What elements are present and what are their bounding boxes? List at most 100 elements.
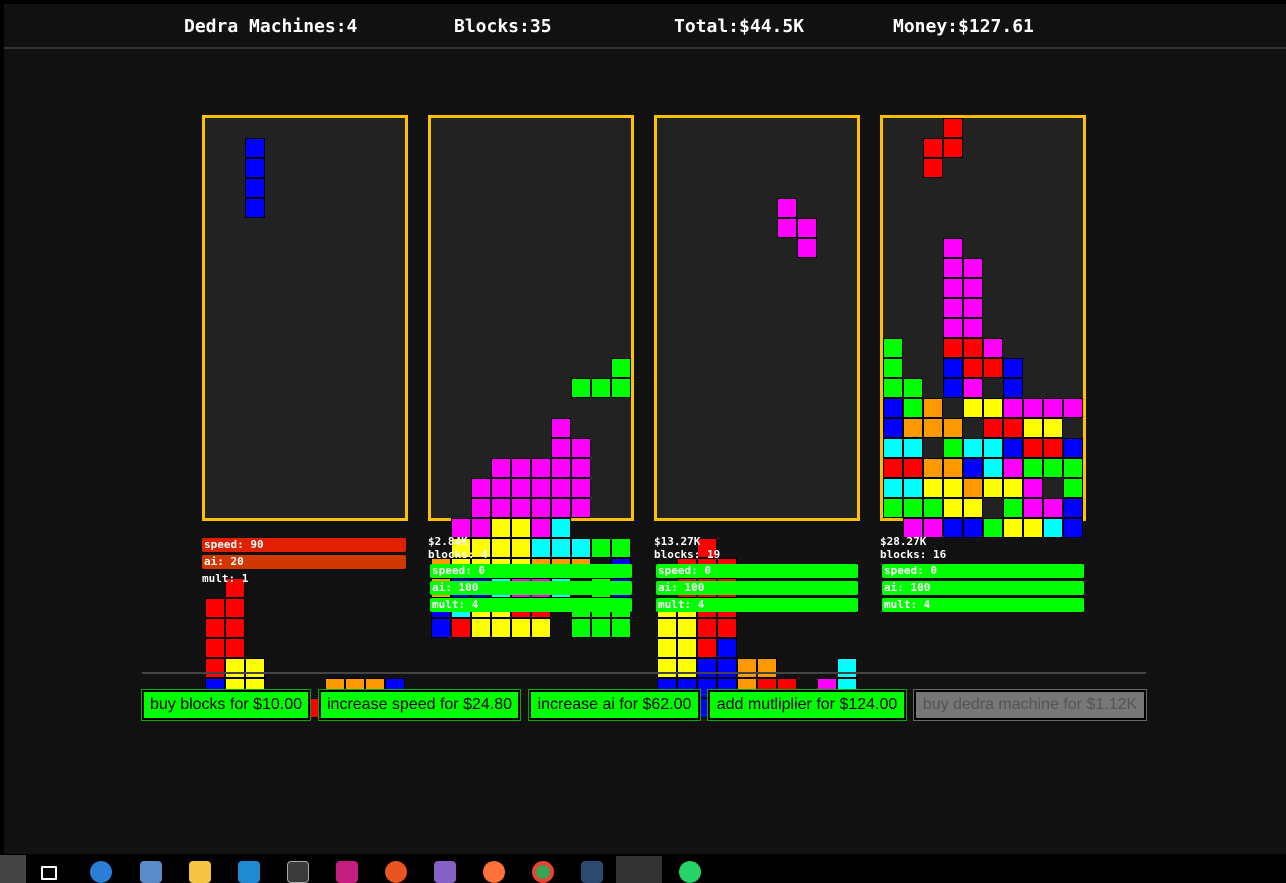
block-cell [903,438,923,458]
block-cell [571,618,591,638]
block-cell [511,458,531,478]
block-cell [903,398,923,418]
block-cell [943,418,963,438]
start-icon[interactable] [0,855,26,883]
ubuntu-icon[interactable] [385,861,407,883]
block-cell [983,438,1003,458]
increase-ai-button[interactable]: increase ai for $62.00 [528,689,701,721]
block-cell [1003,458,1023,478]
block-cell [531,618,551,638]
money-balance: Money:$127.61 [893,16,1034,37]
firefox-icon[interactable] [483,861,505,883]
block-cell [591,378,611,398]
block-cell [963,518,983,538]
block-cell [963,318,983,338]
speed-bar: speed: 90 [202,538,406,552]
block-cell [551,418,571,438]
block-cell [1043,418,1063,438]
speed-bar: speed: 0 [882,564,1084,578]
block-cell [777,218,797,238]
block-cell [1063,478,1083,498]
block-cell [1043,498,1063,518]
block-cell [677,618,697,638]
app-icon-2[interactable] [140,861,162,883]
block-cell [963,258,983,278]
block-cell [983,358,1003,378]
speed-bar: speed: 0 [656,564,858,578]
block-cell [963,378,983,398]
block-cell [511,498,531,518]
block-cell [1023,398,1043,418]
task-view-icon[interactable] [41,866,57,880]
block-cell [471,618,491,638]
block-cell [983,478,1003,498]
block-cell [511,478,531,498]
block-cell [657,658,677,678]
block-cell [591,538,611,558]
block-cell [571,378,591,398]
chrome-icon[interactable] [532,861,554,883]
taskbar [0,854,1286,883]
block-cell [923,478,943,498]
block-cell [963,458,983,478]
block-cell [903,498,923,518]
block-cell [551,438,571,458]
block-cell [943,258,963,278]
block-cell [551,518,571,538]
visual-studio-icon[interactable] [434,861,456,883]
block-cell [1023,458,1043,478]
app2-icon[interactable] [581,861,603,883]
block-cell [657,638,677,658]
block-cell [1063,498,1083,518]
buy-blocks-button[interactable]: buy blocks for $10.00 [141,689,311,721]
block-cell [883,478,903,498]
app-icon[interactable] [90,861,112,883]
intellij-icon[interactable] [336,861,358,883]
machine-money: $2.84K [428,535,468,548]
block-cell [491,478,511,498]
block-cell [983,418,1003,438]
mult-bar: mult: 4 [882,598,1084,612]
block-cell [1063,458,1083,478]
terminal-icon[interactable] [287,861,309,883]
block-cell [717,618,737,638]
whatsapp-icon[interactable] [679,861,701,883]
block-cell [531,458,551,478]
block-cell [611,378,631,398]
block-cell [531,498,551,518]
block-cell [943,438,963,458]
block-cell [697,538,717,558]
block-cell [571,458,591,478]
vscode-icon[interactable] [238,861,260,883]
machine-blocks: blocks: 19 [654,548,721,561]
ai-bar: ai: 20 [202,555,406,569]
block-cell [883,498,903,518]
block-cell [451,618,471,638]
block-cell [797,238,817,258]
buy-machine-button[interactable]: buy dedra machine for $1.12K [913,689,1147,721]
machine-board-4 [880,115,1086,538]
block-cell [1063,518,1083,538]
block-cell [471,498,491,518]
block-cell [903,518,923,538]
increase-speed-button[interactable]: increase speed for $24.80 [318,689,521,721]
block-cell [491,498,511,518]
block-cell [697,638,717,658]
chrome-profile-icon[interactable] [616,856,662,883]
block-cell [903,478,923,498]
block-cell [471,538,491,558]
block-cell [883,418,903,438]
file-explorer-icon[interactable] [189,861,211,883]
block-cell [943,238,963,258]
block-cell [963,478,983,498]
block-cell [903,418,923,438]
block-cell [903,458,923,478]
block-cell [511,618,531,638]
machine-info-3: $13.27K blocks: 19 speed: 0 ai: 100 mult… [654,535,860,612]
block-cell [943,458,963,478]
block-cell [491,618,511,638]
add-multiplier-button[interactable]: add mutliplier for $124.00 [707,689,907,721]
block-cell [225,658,245,678]
machine-info-4: $28.27K blocks: 16 speed: 0 ai: 100 mult… [880,535,1086,612]
block-cell [903,378,923,398]
